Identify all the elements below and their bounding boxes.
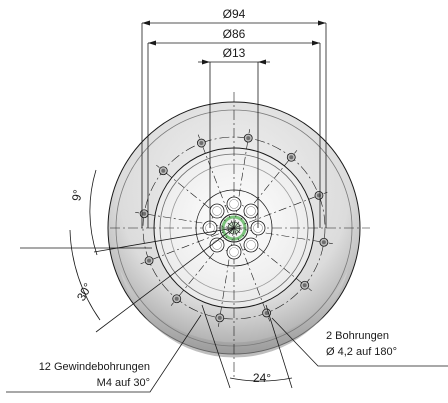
note-threaded-holes-line2: M4 auf 30° bbox=[97, 377, 150, 389]
bolt-circle-86 bbox=[142, 136, 326, 320]
threaded-hole-core bbox=[302, 283, 307, 288]
threaded-hole-core bbox=[264, 310, 269, 315]
note-bores-line2: Ø 4,2 auf 180° bbox=[326, 346, 397, 358]
angle-arc-24 bbox=[229, 377, 293, 382]
angle-dimensions bbox=[20, 169, 293, 389]
callout-leader-threaded bbox=[6, 314, 202, 393]
angle-arc-9 bbox=[89, 169, 98, 256]
arrow bbox=[258, 59, 266, 65]
angle-arc-30 bbox=[69, 229, 101, 321]
threaded-holes bbox=[139, 133, 329, 323]
small-bore bbox=[226, 244, 242, 260]
threaded-hole-core bbox=[321, 240, 326, 245]
small-bore bbox=[209, 203, 225, 219]
small-bore-inner bbox=[229, 199, 239, 209]
small-bore-inner bbox=[229, 247, 239, 257]
dimension-label-d13: Ø13 bbox=[223, 46, 246, 60]
arrow bbox=[142, 20, 150, 26]
small-bore bbox=[243, 203, 259, 219]
callout-leader-bores bbox=[271, 317, 448, 367]
small-bore bbox=[243, 237, 259, 253]
small-bore bbox=[226, 196, 242, 212]
dimension-label-d94: Ø94 bbox=[223, 7, 246, 21]
flange-lower-shade bbox=[120, 270, 348, 358]
radial-centerline bbox=[233, 150, 298, 229]
angle-label-30: 30° bbox=[74, 280, 95, 303]
threaded-hole-core bbox=[147, 258, 152, 263]
threaded-hole-core bbox=[161, 168, 166, 173]
arrow bbox=[318, 20, 326, 26]
radial-centerline bbox=[218, 227, 235, 327]
callout-leaders bbox=[6, 314, 448, 393]
dimension-label-d86: Ø86 bbox=[223, 27, 246, 41]
arrow bbox=[312, 40, 320, 46]
small-bore-inner bbox=[246, 240, 256, 250]
angle-label-24: 24° bbox=[253, 371, 271, 385]
arrow bbox=[202, 59, 210, 65]
note-bores-line1: 2 Bohrungen bbox=[326, 330, 389, 342]
note-threaded-holes-line1: 12 Gewindebohrungen bbox=[39, 361, 150, 373]
angle-label-9: 9° bbox=[69, 188, 85, 202]
radial-centerline bbox=[135, 212, 235, 229]
radial-centerline bbox=[233, 227, 271, 322]
radial-centerline bbox=[197, 134, 235, 229]
radial-centerline bbox=[233, 191, 328, 229]
threaded-hole-core bbox=[174, 296, 179, 301]
leader-line bbox=[95, 227, 235, 333]
dimension-arrows bbox=[142, 20, 326, 65]
threaded-hole-core bbox=[289, 155, 294, 160]
radial-centerline bbox=[170, 227, 235, 306]
radial-lines bbox=[135, 129, 333, 327]
arrow bbox=[148, 40, 156, 46]
radial-centerline bbox=[233, 129, 250, 229]
small-bore bbox=[209, 237, 225, 253]
leader-line bbox=[265, 304, 293, 389]
small-bore-inner bbox=[246, 206, 256, 216]
small-bore-inner bbox=[212, 206, 222, 216]
threaded-hole-core bbox=[217, 315, 222, 320]
radial-centerline bbox=[233, 227, 312, 292]
threaded-hole-core bbox=[142, 211, 147, 216]
threaded-hole-core bbox=[246, 136, 251, 141]
leader-line bbox=[201, 304, 231, 389]
radial-centerline bbox=[156, 164, 235, 229]
radial-centerline bbox=[233, 227, 333, 244]
threaded-hole-core bbox=[199, 141, 204, 146]
radial-centerline bbox=[140, 227, 235, 265]
